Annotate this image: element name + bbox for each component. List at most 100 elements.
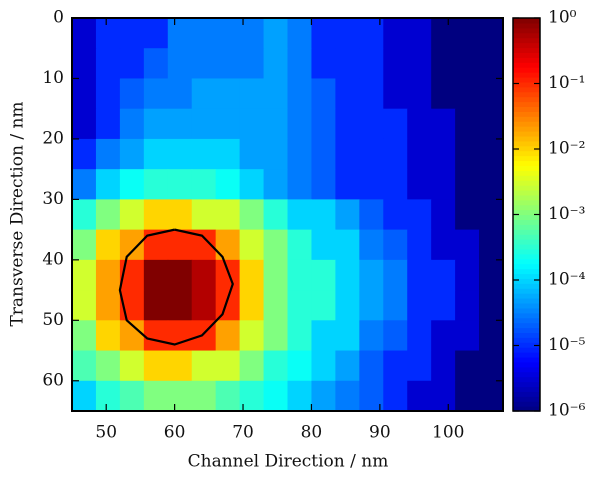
- heatmap-cell: [72, 290, 97, 321]
- heatmap-cell: [479, 380, 503, 411]
- heatmap-cell: [191, 78, 217, 110]
- heatmap-cell: [335, 290, 360, 321]
- heatmap-cell: [263, 18, 288, 49]
- heatmap-cell: [263, 138, 288, 170]
- heatmap-cell: [431, 199, 456, 231]
- colorbar-segment: [513, 332, 540, 338]
- heatmap-cell: [215, 380, 241, 411]
- y-tick-label: 50: [42, 310, 64, 330]
- colorbar-segment: [513, 180, 540, 186]
- colorbar-segment: [513, 229, 540, 235]
- heatmap-cell: [167, 78, 193, 110]
- colorbar-segment: [513, 155, 540, 162]
- heatmap-cell: [167, 380, 193, 411]
- heatmap-cell: [167, 290, 193, 321]
- heatmap-cell: [479, 18, 503, 49]
- heatmap-cell: [287, 48, 312, 79]
- heatmap-cell: [479, 350, 503, 382]
- heatmap-cell: [407, 78, 432, 110]
- contour-line: [118, 228, 234, 346]
- heatmap-cell: [167, 229, 193, 261]
- heatmap: [72, 18, 503, 411]
- heatmap-cell: [383, 350, 408, 382]
- heatmap-cell: [359, 78, 384, 110]
- heatmap-cell: [239, 350, 265, 382]
- heatmap-cell: [359, 48, 384, 79]
- heatmap-cell: [72, 48, 97, 79]
- heatmap-cell: [191, 199, 217, 231]
- colorbar-segment: [513, 140, 540, 147]
- heatmap-cell: [263, 259, 288, 291]
- heatmap-cell: [455, 320, 480, 352]
- heatmap-cell: [95, 290, 121, 321]
- heatmap-cell: [215, 259, 241, 291]
- heatmap-cell: [143, 48, 169, 79]
- heatmap-cell: [311, 138, 336, 170]
- heatmap-cell: [167, 320, 193, 352]
- colorbar-segment: [513, 322, 540, 329]
- heatmap-cell: [311, 380, 336, 411]
- heatmap-cell: [215, 199, 241, 231]
- heatmap-cell: [479, 290, 503, 321]
- heatmap-cell: [72, 380, 97, 411]
- heatmap-cell: [359, 138, 384, 170]
- heatmap-cell: [119, 18, 145, 49]
- colorbar-segment: [513, 307, 540, 314]
- colorbar-segment: [513, 32, 540, 39]
- heatmap-cell: [311, 320, 336, 352]
- colorbar-segment: [513, 356, 540, 363]
- heatmap-cell: [143, 108, 169, 140]
- heatmap-cell: [191, 169, 217, 200]
- heatmap-cell: [215, 138, 241, 170]
- heatmap-cell: [359, 108, 384, 140]
- heatmap-cell: [143, 199, 169, 231]
- heatmap-cell: [455, 78, 480, 110]
- heatmap-cell: [311, 229, 336, 261]
- heatmap-cell: [311, 290, 336, 321]
- heatmap-cell: [263, 290, 288, 321]
- heatmap-cell: [263, 350, 288, 382]
- heatmap-cell: [383, 48, 408, 79]
- heatmap-cell: [431, 229, 456, 261]
- colorbar-segment: [513, 386, 540, 392]
- heatmap-cell: [239, 48, 265, 79]
- heatmap-cell: [431, 78, 456, 110]
- colorbar-segment: [513, 376, 540, 383]
- heatmap-cell: [239, 138, 265, 170]
- colorbar-segment: [513, 126, 540, 132]
- heatmap-cell: [215, 169, 241, 200]
- heatmap-cell: [335, 320, 360, 352]
- heatmap-cell: [287, 290, 312, 321]
- heatmap-cell: [335, 48, 360, 79]
- colorbar-segment: [513, 101, 540, 108]
- x-tick-label: 100: [432, 423, 464, 443]
- heatmap-cell: [335, 199, 360, 231]
- heatmap-cell: [119, 108, 145, 140]
- heatmap-cell: [407, 138, 432, 170]
- heatmap-cell: [119, 138, 145, 170]
- colorbar-segment: [513, 317, 540, 324]
- heatmap-cell: [479, 78, 503, 110]
- heatmap-cell: [335, 18, 360, 49]
- colorbar-segment: [513, 312, 540, 319]
- colorbar-segment: [513, 130, 540, 137]
- heatmap-cell: [95, 169, 121, 200]
- colorbar-segment: [513, 67, 540, 73]
- heatmap-cell: [407, 169, 432, 200]
- colorbar-segment: [513, 366, 540, 373]
- heatmap-cell: [95, 108, 121, 140]
- heatmap-cell: [263, 229, 288, 261]
- heatmap-cell: [455, 380, 480, 411]
- colorbar-tick-label: 10⁻²: [548, 139, 585, 159]
- heatmap-cell: [143, 138, 169, 170]
- heatmap-cell: [191, 380, 217, 411]
- colorbar-segment: [513, 81, 540, 88]
- colorbar-segment: [513, 258, 540, 265]
- heatmap-cell: [143, 169, 169, 200]
- colorbar-segment: [513, 96, 540, 103]
- heatmap-cell: [263, 320, 288, 352]
- heatmap-cell: [263, 199, 288, 231]
- heatmap-cell: [407, 380, 432, 411]
- heatmap-cell: [191, 48, 217, 79]
- heatmap-cell: [263, 380, 288, 411]
